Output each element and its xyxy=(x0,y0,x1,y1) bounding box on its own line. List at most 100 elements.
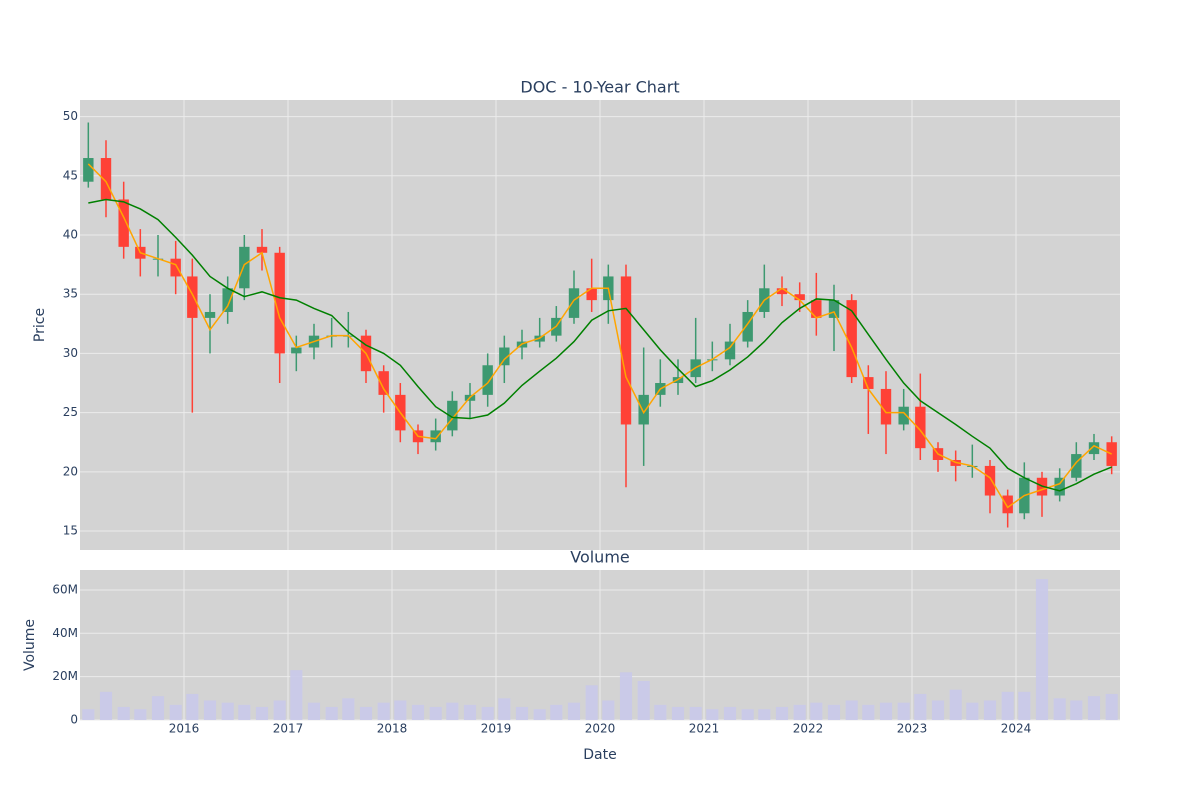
candle-body xyxy=(274,252,285,354)
candle-body xyxy=(1071,454,1082,478)
y-tick-label: 40 xyxy=(63,228,78,242)
candle-body xyxy=(1002,495,1013,514)
candle-body xyxy=(499,347,510,366)
candle-body xyxy=(742,311,753,342)
volume-bar xyxy=(1035,579,1049,720)
x-tick-label: 2021 xyxy=(689,722,720,736)
volume-bar xyxy=(966,702,979,720)
candle-body xyxy=(100,158,112,200)
volume-bar xyxy=(203,700,217,720)
candle-body xyxy=(794,294,805,301)
candle-body xyxy=(83,158,94,182)
volume-bar xyxy=(377,702,390,720)
candle-body xyxy=(898,406,909,425)
y-tick-label: 20 xyxy=(63,464,78,478)
volume-bar xyxy=(342,698,355,720)
candle-body xyxy=(378,371,389,395)
x-tick-label: 2017 xyxy=(273,722,304,736)
candle-body xyxy=(846,300,857,378)
volume-bar xyxy=(897,702,910,720)
y-tick-label: 50 xyxy=(63,109,78,123)
moving-average-line xyxy=(88,198,1112,492)
volume-bar xyxy=(221,702,234,720)
volume-bar xyxy=(255,706,269,720)
x-tick-label: 2018 xyxy=(377,722,408,736)
y-tick-label: 60M xyxy=(52,582,78,596)
x-tick-label: 2019 xyxy=(481,722,512,736)
candle-body xyxy=(239,246,250,289)
volume-bar xyxy=(134,709,147,720)
candle-body xyxy=(984,465,996,496)
x-tick-label: 2020 xyxy=(585,722,616,736)
candle-body xyxy=(204,311,216,318)
volume-bar xyxy=(637,680,650,720)
volume-bar xyxy=(671,706,685,720)
candle-body xyxy=(915,406,926,449)
y-axis-label: Volume xyxy=(22,619,38,671)
volume-bar xyxy=(498,698,511,720)
y-tick-label: 15 xyxy=(63,524,78,538)
y-tick-label: 40M xyxy=(52,626,78,640)
volume-bar xyxy=(307,702,321,720)
candle-body xyxy=(724,341,736,360)
volume-bar xyxy=(689,706,702,720)
volume-bar xyxy=(238,704,251,720)
volume-bar xyxy=(446,702,459,720)
volume-bar xyxy=(429,706,442,720)
volume-bar xyxy=(411,704,425,720)
volume-bar xyxy=(1087,696,1101,720)
volume-bar xyxy=(949,689,962,720)
candle-body xyxy=(170,258,181,277)
x-tick-label: 2024 xyxy=(1001,722,1032,736)
candle-body xyxy=(1088,442,1100,455)
volume-bar xyxy=(1070,700,1083,720)
volume-bar xyxy=(1001,691,1014,720)
volume-bar xyxy=(567,702,581,720)
x-tick-label: 2022 xyxy=(793,722,824,736)
volume-bar xyxy=(706,709,719,720)
candle-body xyxy=(586,288,597,301)
volume-bar xyxy=(186,693,199,720)
volume-bar xyxy=(1018,691,1031,720)
volume-bar xyxy=(879,702,893,720)
candle-body xyxy=(620,276,632,425)
volume-bar xyxy=(845,700,858,720)
candle-body xyxy=(568,288,580,318)
volume-bar xyxy=(741,709,754,720)
volume-bar xyxy=(810,702,823,720)
volume-bar xyxy=(654,704,667,720)
x-tick-label: 2023 xyxy=(897,722,928,736)
volume-bar xyxy=(793,704,806,720)
chart-title: DOC - 10-Year Chart xyxy=(520,78,679,97)
candle-body xyxy=(776,288,788,295)
volume-bar xyxy=(723,706,737,720)
candle-body xyxy=(482,365,493,395)
candle-body xyxy=(118,199,129,247)
x-axis-label: Date xyxy=(583,747,616,763)
volume-bar xyxy=(99,691,113,720)
y-tick-label: 35 xyxy=(63,287,78,301)
volume-bar xyxy=(481,706,494,720)
candle-body xyxy=(863,377,874,389)
volume-bar xyxy=(169,704,182,720)
volume-bar xyxy=(862,704,875,720)
volume-bar xyxy=(515,706,529,720)
volume-bar xyxy=(602,700,615,720)
volume-bar xyxy=(1053,698,1066,720)
volume-bar xyxy=(775,706,789,720)
x-tick-label: 2016 xyxy=(169,722,200,736)
volume-bar xyxy=(394,700,407,720)
volume-bar xyxy=(325,706,338,720)
volume-bar xyxy=(550,704,563,720)
candle-body xyxy=(880,388,892,425)
candle-body xyxy=(447,400,458,431)
y-tick-label: 30 xyxy=(63,346,78,360)
y-tick-label: 25 xyxy=(63,405,78,419)
volume-bar xyxy=(290,670,303,720)
volume-title: Volume xyxy=(570,548,630,567)
y-tick-label: 0 xyxy=(70,713,78,727)
volume-bar xyxy=(931,700,945,720)
volume-bar xyxy=(82,709,95,720)
candle-body xyxy=(256,246,268,253)
